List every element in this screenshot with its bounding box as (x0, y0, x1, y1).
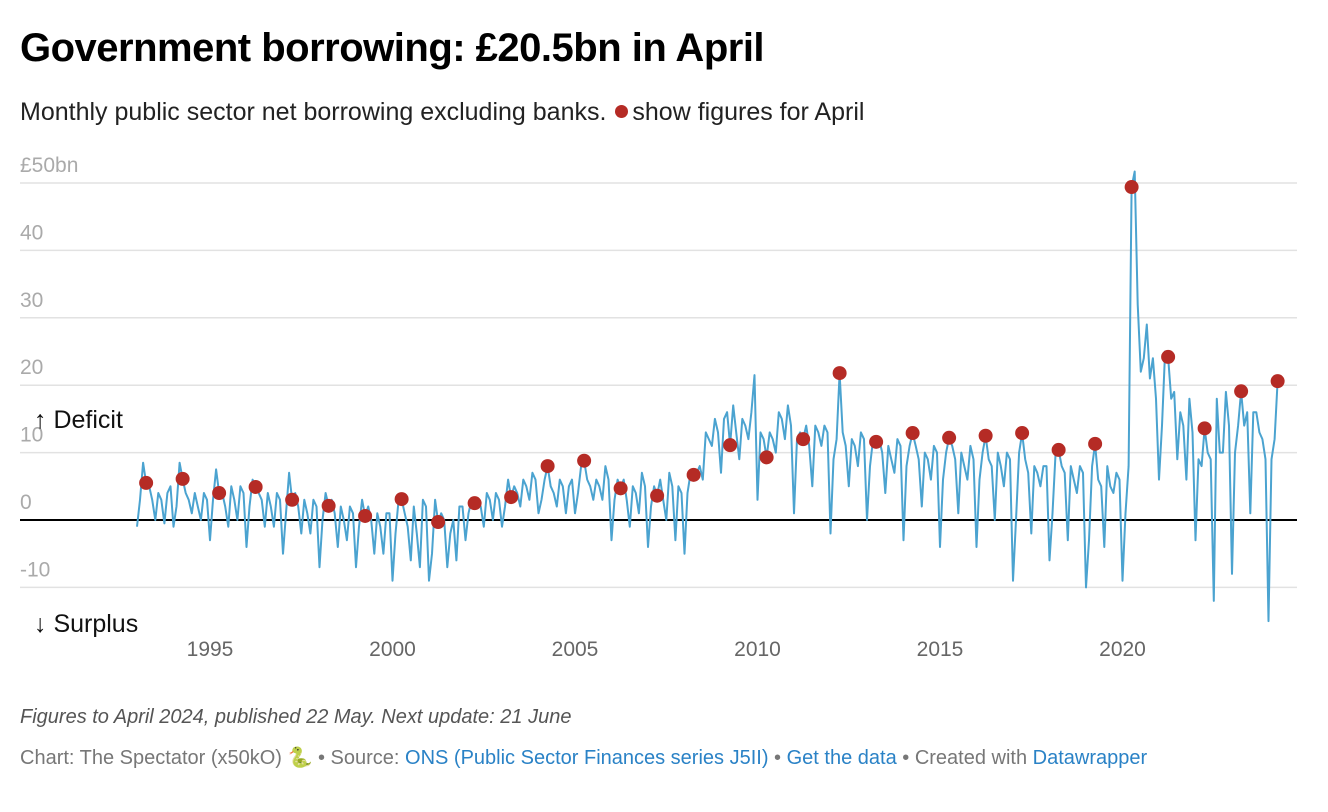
surplus-annotation: ↓ Surplus (34, 610, 138, 638)
april-data-point (139, 475, 154, 490)
april-data-point (1270, 374, 1285, 389)
x-tick-label: 2015 (917, 638, 964, 661)
april-data-point (759, 450, 774, 465)
x-tick-label: 2020 (1099, 638, 1146, 661)
april-data-point (832, 366, 847, 381)
get-data-link[interactable]: Get the data (786, 747, 897, 769)
y-tick-label: 30 (20, 289, 43, 312)
legend-dot-icon (615, 105, 629, 119)
april-data-point (613, 481, 628, 496)
april-data-point (905, 426, 920, 441)
separator: • Source: (312, 747, 406, 769)
datawrapper-link[interactable]: Datawrapper (1032, 747, 1148, 769)
separator: • Created with (896, 747, 1033, 769)
y-tick-label: 40 (20, 221, 43, 244)
april-data-point (504, 490, 519, 505)
april-data-point (577, 453, 592, 468)
april-data-point (1124, 180, 1139, 195)
y-tick-label: 0 (20, 491, 32, 514)
april-data-point (467, 496, 482, 511)
y-tick-label: 20 (20, 356, 43, 379)
april-data-point (175, 471, 190, 486)
april-data-point (212, 486, 227, 501)
april-data-point (321, 498, 336, 513)
source-link[interactable]: ONS (Public Sector Finances series J5II) (405, 747, 769, 769)
chart-footer: Chart: The Spectator (x50kO) 🐍 • Source:… (20, 745, 1147, 770)
legend-label: show figures for April (632, 98, 865, 126)
borrowing-series-line (136, 170, 1279, 623)
x-tick-label: 1995 (187, 638, 234, 661)
april-data-point (1197, 421, 1212, 436)
april-data-point (1088, 436, 1103, 451)
y-tick-label: -10 (20, 558, 50, 581)
x-tick-label: 2005 (552, 638, 599, 661)
april-data-point (796, 432, 811, 447)
april-data-point (248, 479, 263, 494)
separator: • (768, 747, 787, 769)
x-tick-label: 2000 (369, 638, 416, 661)
april-data-point (978, 428, 993, 443)
chart-subtitle: Monthly public sector net borrowing excl… (20, 98, 864, 127)
chart-title: Government borrowing: £20.5bn in April (20, 26, 765, 70)
april-data-point (686, 467, 701, 482)
april-data-point (431, 515, 446, 530)
x-tick-label: 2010 (734, 638, 781, 661)
april-data-point (540, 459, 555, 474)
chart-note: Figures to April 2024, published 22 May.… (20, 706, 572, 728)
april-data-point (1161, 349, 1176, 364)
april-data-point (285, 492, 300, 507)
y-tick-label: 10 (20, 424, 43, 447)
april-data-point (1234, 384, 1249, 399)
april-data-point (650, 488, 665, 503)
deficit-annotation: ↑ Deficit (34, 406, 123, 434)
april-data-point (1015, 426, 1030, 441)
april-data-point (869, 434, 884, 449)
april-data-point (942, 430, 957, 445)
y-tick-label: £50bn (20, 154, 78, 177)
credit: Chart: The Spectator (x50kO) 🐍 (20, 747, 313, 769)
april-data-point (358, 508, 373, 523)
april-data-point (394, 492, 409, 507)
april-data-point (723, 438, 738, 453)
subtitle-text: Monthly public sector net borrowing excl… (20, 98, 607, 126)
april-data-point (1051, 442, 1066, 457)
